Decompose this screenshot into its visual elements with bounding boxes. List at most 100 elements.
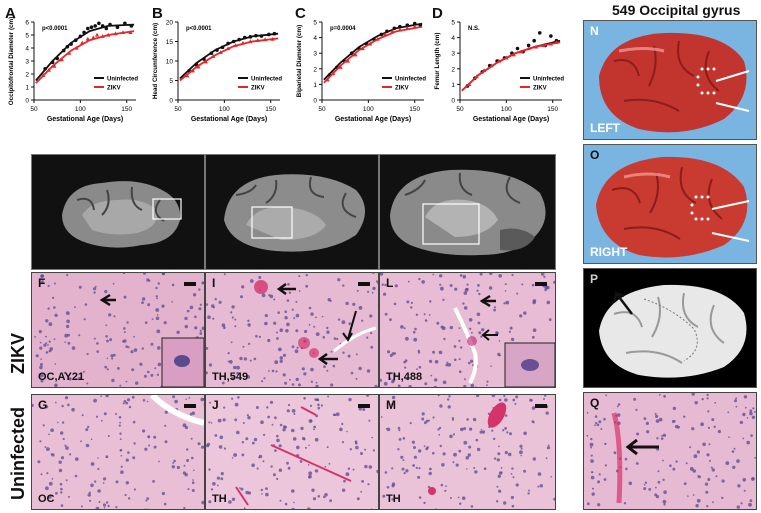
nucleus-dot: [269, 294, 274, 299]
nucleus-dot: [63, 371, 66, 374]
nucleus-dot: [371, 436, 373, 439]
nucleus-dot: [384, 471, 388, 474]
data-point-uninfected: [85, 26, 90, 31]
nucleus-dot: [691, 427, 695, 431]
nucleus-dot: [380, 273, 384, 276]
nucleus-dot: [237, 396, 240, 399]
nucleus-dot: [147, 370, 150, 374]
legend-label-zikv: ZIKV: [107, 85, 121, 91]
data-point-zikv: [489, 63, 494, 68]
nucleus-dot: [503, 302, 506, 305]
nucleus-dot: [80, 440, 82, 443]
nucleus-dot: [418, 365, 422, 369]
nucleus-dot: [268, 370, 270, 372]
nucleus-dot: [531, 406, 536, 410]
nucleus-dot: [332, 413, 336, 416]
nucleus-dot: [655, 419, 660, 423]
data-point-zikv: [240, 40, 246, 45]
y-axis-label: Biparietal Diameter (cm): [296, 25, 303, 97]
x-axis-label: Gestational Age (Days): [47, 116, 123, 123]
x-tick-label: 50: [318, 106, 326, 113]
nucleus-dot: [155, 286, 158, 290]
nucleus-dot: [295, 329, 299, 333]
x-axis-label: Gestational Age (Days): [191, 116, 267, 123]
nucleus-dot: [127, 497, 131, 500]
nucleus-dot: [412, 330, 416, 334]
nucleus-dot: [40, 379, 44, 383]
nucleus-dot: [617, 403, 621, 406]
nucleus-dot: [47, 344, 49, 346]
nucleus-dot: [286, 461, 289, 465]
nucleus-dot: [341, 488, 346, 492]
nucleus-dot: [59, 482, 63, 486]
nucleus-dot: [550, 476, 552, 478]
fit-curve-zikv: [461, 41, 561, 92]
nucleus-dot: [311, 488, 315, 492]
nucleus-dot: [284, 502, 288, 506]
nucleus-dot: [289, 378, 291, 381]
nucleus-dot: [380, 378, 383, 382]
nucleus-dot: [46, 447, 50, 451]
data-point-uninfected: [226, 41, 230, 46]
data-point-uninfected: [61, 48, 66, 53]
nucleus-dot: [146, 497, 150, 500]
nucleus-dot: [510, 337, 515, 342]
nucleus-dot: [397, 426, 401, 430]
nucleus-dot: [749, 411, 753, 416]
nucleus-dot: [230, 311, 233, 314]
scale-bar-g: [184, 404, 196, 408]
nucleus-dot: [190, 437, 193, 440]
nucleus-dot: [463, 291, 468, 295]
nucleus-dot: [711, 468, 715, 472]
nucleus-dot: [732, 465, 736, 469]
nucleus-dot: [146, 400, 149, 403]
nucleus-dot: [490, 365, 492, 367]
nucleus-dot: [478, 292, 481, 296]
nucleus-dot: [278, 347, 282, 352]
nucleus-dot: [278, 444, 282, 448]
nucleus-dot: [511, 467, 514, 470]
nucleus-dot: [488, 286, 493, 290]
data-point-zikv: [41, 73, 46, 77]
data-point-uninfected: [115, 25, 120, 29]
data-point-zikv: [211, 54, 216, 58]
panel-label-b: B: [152, 5, 163, 22]
nucleus-dot: [503, 395, 506, 398]
nucleus-dot: [143, 273, 146, 275]
nucleus-dot: [449, 284, 453, 287]
nucleus-dot: [242, 422, 245, 424]
nucleus-dot: [310, 419, 313, 422]
nucleus-dot: [603, 417, 606, 421]
nucleus-dot: [421, 280, 425, 284]
histo-panel-f: F OC,AY21: [31, 272, 205, 388]
nucleus-dot: [51, 478, 54, 480]
nucleus-dot: [44, 405, 49, 409]
nucleus-dot: [595, 422, 598, 425]
nucleus-dot: [349, 448, 352, 451]
nucleus-dot: [425, 419, 429, 423]
nucleus-dot: [458, 327, 461, 329]
nucleus-dot: [157, 346, 161, 350]
histo-texture-m: [380, 395, 555, 509]
nucleus-dot: [675, 424, 679, 429]
nucleus-dot: [705, 490, 709, 494]
nucleus-dot: [223, 273, 226, 276]
nucleus-dot: [184, 425, 188, 430]
nucleus-dot: [119, 384, 122, 387]
nucleus-dot: [234, 325, 237, 328]
x-tick-label: 100: [75, 106, 86, 113]
nucleus-dot: [426, 446, 429, 449]
nucleus-dot: [702, 442, 706, 447]
nucleus-dot: [227, 360, 230, 363]
nucleus-dot: [208, 421, 211, 424]
nucleus-dot: [553, 280, 555, 284]
nucleus-dot: [654, 486, 657, 489]
nucleus-dot: [223, 326, 226, 329]
nucleus-dot: [358, 306, 363, 310]
nucleus-dot: [481, 328, 485, 332]
nucleus-dot: [472, 417, 477, 422]
caption-f: OC,AY21: [38, 371, 85, 383]
data-point-zikv: [511, 52, 516, 57]
row-label-uninfected: Uninfected: [8, 406, 28, 500]
nucleus-dot: [197, 442, 201, 446]
